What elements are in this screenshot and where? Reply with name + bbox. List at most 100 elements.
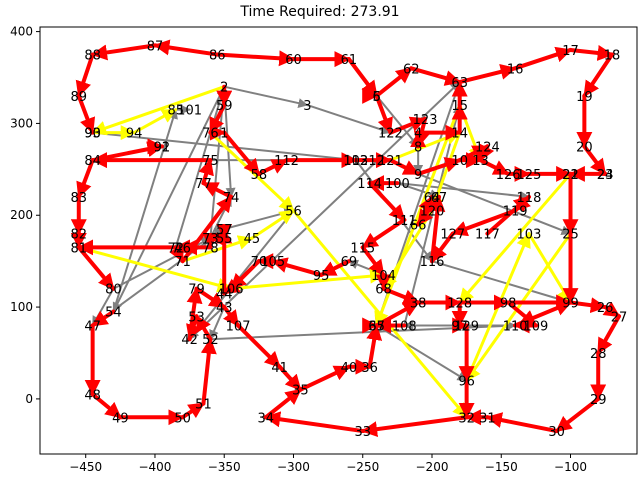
node-label-82: 82 bbox=[71, 228, 88, 243]
x-tick-label--350: −350 bbox=[208, 460, 241, 474]
route-edge-7-71 bbox=[169, 244, 185, 264]
node-label-100: 100 bbox=[385, 177, 410, 192]
route-edge-89-90 bbox=[76, 93, 96, 135]
route-edge-122-123 bbox=[388, 116, 428, 135]
route-edge-68-38 bbox=[381, 286, 421, 305]
node-label-32: 32 bbox=[458, 411, 475, 426]
node-label-1: 1 bbox=[220, 127, 228, 142]
node-label-124: 124 bbox=[475, 140, 500, 155]
node-label-22: 22 bbox=[562, 168, 579, 183]
node-label-62: 62 bbox=[403, 62, 420, 77]
highlight-edge-22-128 bbox=[458, 172, 573, 304]
node-label-18: 18 bbox=[604, 49, 621, 64]
node-label-65: 65 bbox=[368, 319, 385, 334]
route-edge-27-28 bbox=[596, 314, 621, 355]
node-label-102: 102 bbox=[343, 154, 368, 169]
node-label-34: 34 bbox=[258, 411, 275, 426]
node-label-54: 54 bbox=[105, 306, 122, 321]
y-tick-label-400: 400 bbox=[10, 25, 33, 39]
route-edge-52-53 bbox=[194, 314, 213, 342]
node-label-75: 75 bbox=[202, 154, 219, 169]
route-edge-1-58 bbox=[222, 130, 261, 176]
route-edge-115-104 bbox=[360, 245, 386, 277]
route-edge-17-18 bbox=[568, 45, 615, 61]
node-label-70: 70 bbox=[251, 255, 268, 270]
node-label-30: 30 bbox=[548, 425, 565, 440]
node-label-55: 55 bbox=[216, 232, 233, 247]
route-edge-6-122 bbox=[374, 93, 393, 135]
node-label-119: 119 bbox=[503, 205, 528, 220]
plot-frame bbox=[39, 26, 638, 455]
node-label-80: 80 bbox=[105, 283, 122, 298]
node-label-104: 104 bbox=[371, 269, 396, 284]
node-label-2: 2 bbox=[220, 81, 228, 96]
node-label-90: 90 bbox=[84, 127, 101, 142]
node-label-20: 20 bbox=[576, 140, 593, 155]
connector-edge-57-56 bbox=[223, 208, 295, 231]
node-label-44: 44 bbox=[216, 287, 233, 302]
node-label-63: 63 bbox=[451, 76, 468, 91]
node-label-42: 42 bbox=[181, 333, 198, 348]
route-edge-66-64 bbox=[416, 194, 434, 227]
route-edge-74-77 bbox=[201, 181, 234, 199]
route-edge-62-63 bbox=[409, 66, 462, 86]
node-label-49: 49 bbox=[112, 411, 129, 426]
node-label-95: 95 bbox=[313, 269, 330, 284]
node-label-23: 23 bbox=[597, 168, 614, 183]
node-label-60: 60 bbox=[285, 53, 302, 68]
highlight-edge-71-45 bbox=[181, 235, 254, 263]
node-label-117: 117 bbox=[475, 228, 500, 243]
route-edge-33-34 bbox=[263, 411, 365, 434]
node-label-31: 31 bbox=[479, 411, 496, 426]
route-edge-61-5 bbox=[346, 57, 379, 98]
route-edge-69-95 bbox=[319, 259, 351, 277]
route-edge-13-126 bbox=[478, 158, 511, 176]
node-label-53: 53 bbox=[188, 310, 205, 325]
node-label-26: 26 bbox=[597, 301, 614, 316]
node-label-24: 24 bbox=[597, 168, 614, 183]
connector-edge-3-122 bbox=[306, 104, 392, 135]
node-label-98: 98 bbox=[500, 296, 517, 311]
route-edge-54-47 bbox=[90, 309, 116, 328]
route-edge-48-49 bbox=[90, 392, 123, 420]
node-label-99: 99 bbox=[562, 296, 579, 311]
node-label-14: 14 bbox=[451, 127, 468, 142]
node-label-74: 74 bbox=[223, 191, 240, 206]
route-edge-58-112 bbox=[256, 158, 289, 176]
highlight-edges bbox=[77, 85, 573, 419]
node-label-9: 9 bbox=[414, 168, 422, 183]
node-label-120: 120 bbox=[420, 205, 445, 220]
node-label-66: 66 bbox=[410, 218, 427, 233]
x-tick-label--450: −450 bbox=[69, 460, 102, 474]
node-label-84: 84 bbox=[84, 154, 101, 169]
node-label-37: 37 bbox=[368, 319, 385, 334]
highlight-edge-81-106 bbox=[77, 245, 233, 293]
route-edge-42-79 bbox=[186, 286, 203, 342]
connector-edge-100-67 bbox=[396, 182, 440, 199]
node-label-50: 50 bbox=[174, 411, 191, 426]
connector-edge-65-96 bbox=[375, 324, 468, 382]
connector-edge-54-85 bbox=[112, 108, 178, 313]
node-label-46: 46 bbox=[174, 241, 191, 256]
node-label-92: 92 bbox=[154, 140, 171, 155]
node-label-64: 64 bbox=[424, 191, 441, 206]
node-label-69: 69 bbox=[341, 255, 358, 270]
route-edge-9-10 bbox=[416, 157, 462, 176]
node-label-56: 56 bbox=[285, 205, 302, 220]
route-edge-79-43 bbox=[194, 286, 227, 310]
node-label-29: 29 bbox=[590, 393, 607, 408]
node-label-59: 59 bbox=[216, 99, 233, 114]
node-label-103: 103 bbox=[517, 228, 542, 243]
x-tick-label--150: −150 bbox=[485, 460, 518, 474]
node-label-86: 86 bbox=[209, 49, 226, 64]
route-edge-111-115 bbox=[360, 217, 407, 250]
route-edge-34-35 bbox=[263, 387, 303, 420]
route-edge-87-88 bbox=[90, 43, 157, 61]
node-label-79: 79 bbox=[188, 283, 205, 298]
node-label-15: 15 bbox=[451, 99, 468, 114]
node-label-19: 19 bbox=[576, 90, 593, 105]
node-label-83: 83 bbox=[71, 191, 88, 206]
route-edges bbox=[70, 39, 621, 438]
node-label-45: 45 bbox=[244, 232, 261, 247]
